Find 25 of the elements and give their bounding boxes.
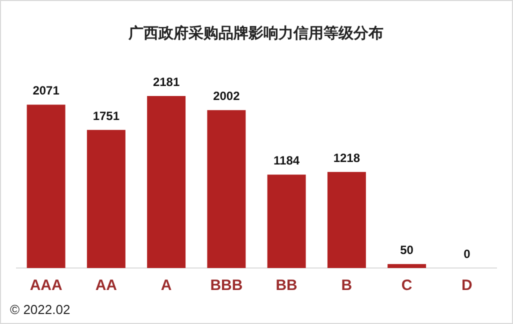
chart-title: 广西政府采购品牌影响力信用等级分布 xyxy=(128,24,384,42)
data-label: 50 xyxy=(400,243,414,258)
data-label: 2002 xyxy=(213,89,240,104)
x-tick-label: A xyxy=(160,277,172,294)
x-tick-label: BBB xyxy=(210,277,243,294)
x-tick-label: D xyxy=(462,277,473,294)
bar xyxy=(388,264,426,268)
x-tick-label: C xyxy=(401,277,412,294)
bar xyxy=(267,174,306,268)
bar xyxy=(86,130,126,268)
data-label: 2181 xyxy=(152,75,180,89)
text: © 2022.02 xyxy=(10,302,70,317)
bar xyxy=(26,104,66,268)
x-tick-label: AAA xyxy=(30,277,62,294)
bar xyxy=(147,96,186,268)
data-label: 1218 xyxy=(333,150,360,165)
x-tick-label: B xyxy=(341,277,352,294)
bar xyxy=(207,110,246,268)
data-label: 1184 xyxy=(274,154,300,168)
data-label: 2071 xyxy=(32,84,60,98)
data-label: 1751 xyxy=(92,108,120,123)
x-tick-label: BB xyxy=(276,277,298,294)
data-label: 0 xyxy=(464,247,471,261)
bar xyxy=(327,172,366,268)
x-tick-label: AA xyxy=(95,277,118,294)
